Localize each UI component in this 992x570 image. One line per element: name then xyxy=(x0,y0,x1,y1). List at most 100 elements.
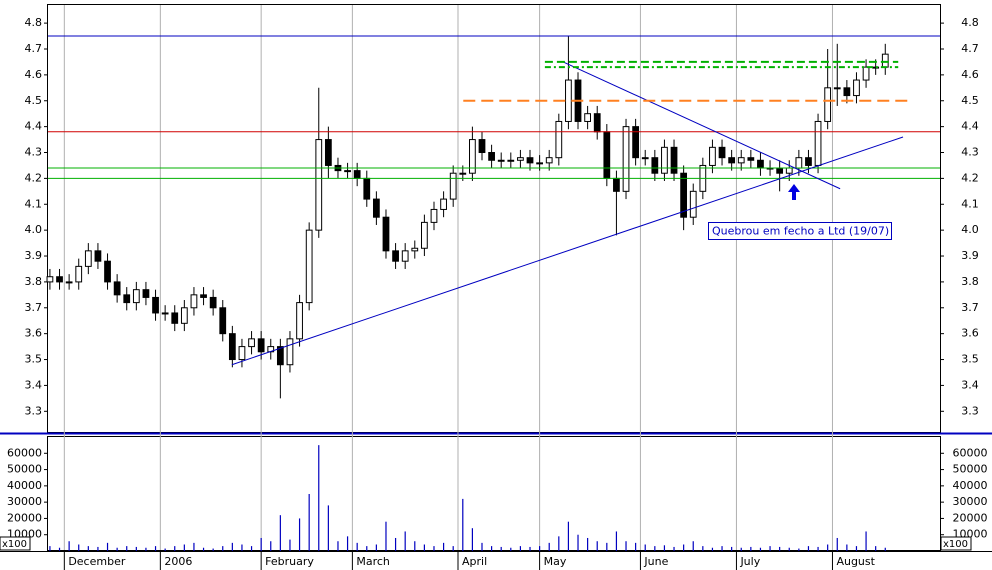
candle-body xyxy=(584,113,591,122)
y-tick-label: 10000 xyxy=(953,528,988,541)
candle-body xyxy=(257,338,265,353)
candle-body xyxy=(372,198,380,218)
y-tick-label: 10000 xyxy=(7,528,42,541)
x-tick-label: March xyxy=(356,555,390,568)
candle-body xyxy=(180,307,188,324)
candle-body xyxy=(296,302,303,340)
y-tick-label: 4.2 xyxy=(961,171,979,184)
candle-body xyxy=(603,131,611,179)
x-tick-label: June xyxy=(643,555,668,568)
x-tick-label: April xyxy=(462,555,487,568)
candle-body xyxy=(824,87,832,122)
candle-body xyxy=(401,250,409,262)
candle-body xyxy=(881,53,889,68)
y-tick-label: 3.9 xyxy=(961,249,979,262)
candle-body xyxy=(440,198,447,210)
candle-body xyxy=(622,126,630,192)
y-tick-label: 4.3 xyxy=(961,146,979,159)
y-tick-label: 50000 xyxy=(7,463,42,476)
candle-body xyxy=(632,126,640,159)
y-tick-label: 20000 xyxy=(7,511,42,524)
annotation-box xyxy=(708,222,892,240)
candle-body xyxy=(689,190,697,218)
y-tick-label: 4.7 xyxy=(25,42,43,55)
y-tick-label: 3.6 xyxy=(25,327,43,340)
y-tick-label: 4.0 xyxy=(961,223,979,236)
y-tick-label: 3.7 xyxy=(961,301,979,314)
candle-body xyxy=(545,157,553,164)
candle-body xyxy=(488,152,495,161)
trend-line xyxy=(231,136,904,366)
candle-body xyxy=(517,157,524,161)
volume-panel xyxy=(47,436,941,551)
candle-body xyxy=(152,296,159,314)
trend-line xyxy=(562,61,841,190)
annotation: Quebrou em fecho a Ltd (19/07) xyxy=(712,225,889,238)
candle-body xyxy=(661,146,668,174)
candle-body xyxy=(46,276,54,283)
y-tick-label: 30000 xyxy=(7,495,42,508)
x-tick-label: December xyxy=(68,555,126,568)
candle-body xyxy=(142,289,150,298)
candle-body xyxy=(785,167,793,174)
y-tick-label: 4.5 xyxy=(25,94,43,107)
candle-body xyxy=(430,208,438,223)
candle-body xyxy=(565,79,572,122)
y-tick-label: 4.2 xyxy=(25,171,43,184)
candle-body xyxy=(104,260,111,283)
y-tick-label: 3.3 xyxy=(25,404,43,417)
x-tick-label: February xyxy=(265,555,314,568)
volume-unit: x100 xyxy=(2,539,27,550)
y-tick-label: 4.7 xyxy=(961,42,979,55)
candle-body xyxy=(709,146,716,166)
candle-body xyxy=(344,170,351,173)
candle-body xyxy=(613,177,620,192)
candle-body xyxy=(228,333,236,361)
candle-body xyxy=(219,307,227,335)
y-tick-label: 3.4 xyxy=(961,378,979,391)
candle-body xyxy=(670,146,678,174)
y-tick-label: 4.5 xyxy=(961,94,979,107)
candle-body xyxy=(862,66,870,81)
candle-body xyxy=(641,157,649,160)
candle-body xyxy=(814,120,822,166)
candle-body xyxy=(392,250,399,262)
y-tick-label: 4.8 xyxy=(961,16,979,29)
candle-body xyxy=(459,172,467,175)
candle-body xyxy=(56,276,63,283)
candle-body xyxy=(421,221,428,249)
candle-body xyxy=(353,170,361,179)
y-tick-label: 60000 xyxy=(953,446,988,459)
candle-body xyxy=(132,289,140,304)
y-tick-label: 3.8 xyxy=(25,275,43,288)
candle-body xyxy=(757,159,764,169)
y-tick-label: 3.6 xyxy=(961,327,979,340)
candle-body xyxy=(718,146,726,159)
candle-body xyxy=(363,177,371,200)
candle-body xyxy=(75,265,83,283)
candle-body xyxy=(161,312,169,315)
y-tick-label: 4.1 xyxy=(25,197,43,210)
candle-body xyxy=(324,139,332,166)
x-tick-label: May xyxy=(544,555,567,568)
candle-body xyxy=(113,281,121,296)
y-tick-label: 30000 xyxy=(953,495,988,508)
candle-body xyxy=(84,250,92,267)
candle-body xyxy=(776,167,784,174)
y-tick-label: 60000 xyxy=(7,446,42,459)
y-tick-label: 3.5 xyxy=(961,353,979,366)
candle-body xyxy=(209,296,217,309)
candle-body xyxy=(728,157,736,164)
candle-body xyxy=(737,157,745,164)
y-tick-label: 4.1 xyxy=(961,197,979,210)
candle-body xyxy=(507,159,515,162)
y-tick-label: 50000 xyxy=(953,463,988,476)
y-tick-label: 4.3 xyxy=(25,146,43,159)
y-tick-label: 4.4 xyxy=(961,120,979,133)
candle-body xyxy=(315,139,323,231)
y-tick-label: 3.7 xyxy=(25,301,43,314)
candle-body xyxy=(276,346,284,366)
candle-body xyxy=(286,338,294,366)
x-tick-label: 2006 xyxy=(164,555,192,568)
